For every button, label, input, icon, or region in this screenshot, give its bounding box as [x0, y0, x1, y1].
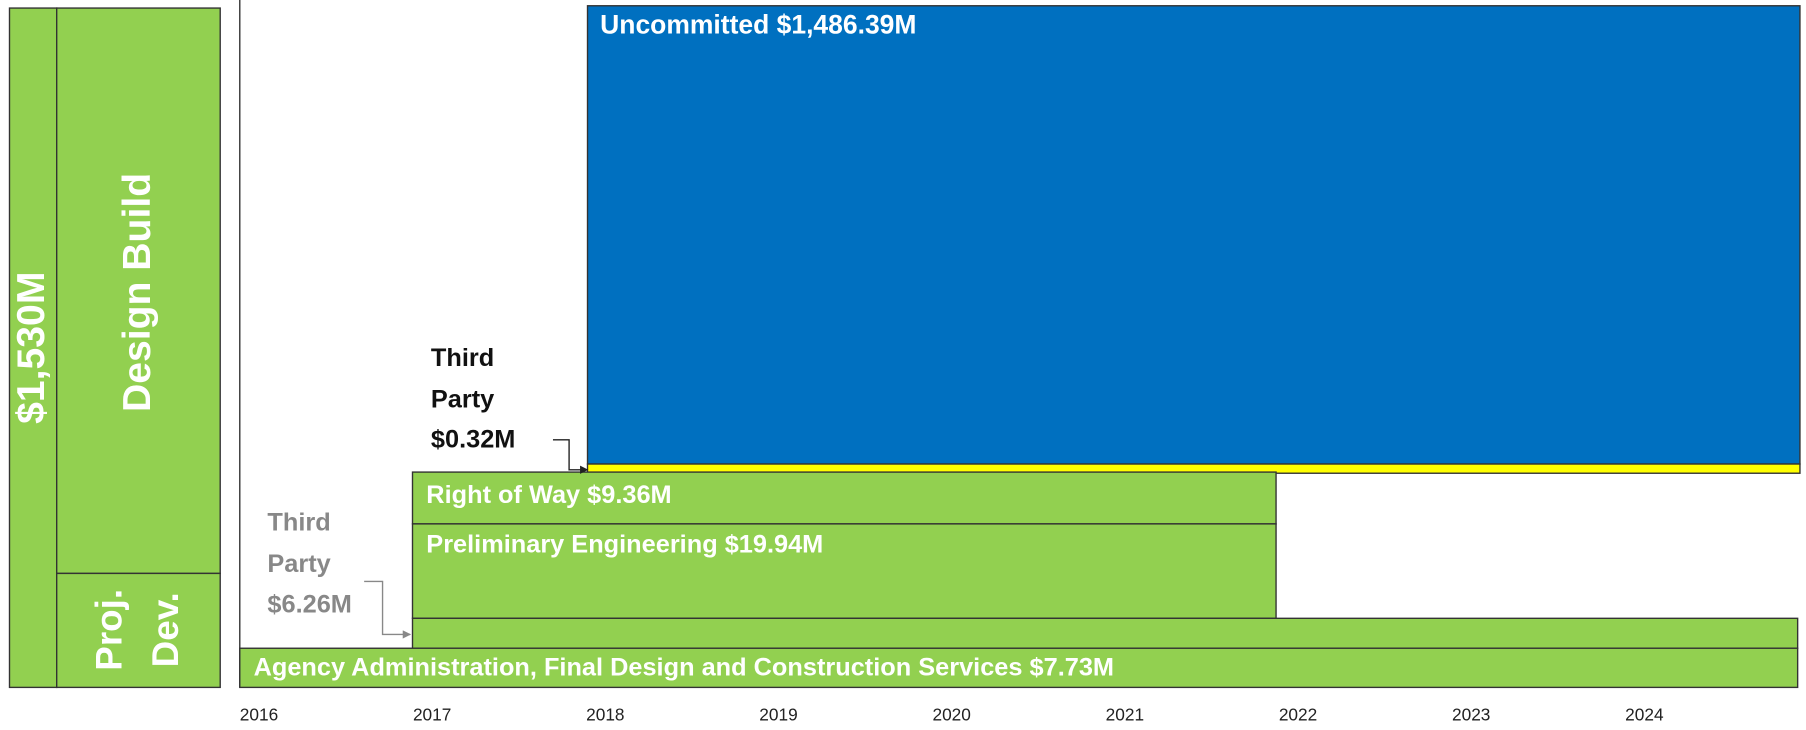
- agency-label: Agency Administration, Final Design and …: [254, 654, 1114, 682]
- uncommitted-label: Uncommitted $1,486.39M: [600, 9, 916, 39]
- proj-dev-label: Dev.: [145, 592, 186, 667]
- agency-block: [239, 647, 1799, 689]
- third-party-bottom-block: [411, 617, 1799, 649]
- year-label: 2021: [1106, 705, 1144, 725]
- callout-text: $0.32M: [431, 426, 515, 454]
- preliminary-engineering-block: [411, 523, 1277, 620]
- year-label: 2023: [1452, 705, 1490, 725]
- callout-text: $6.26M: [267, 590, 351, 618]
- callout-text: Third: [267, 509, 330, 537]
- year-axis: 2016 2017 2018 2019 2020 2021 2022 2023 2024: [240, 705, 1664, 725]
- callout-arrow: [552, 439, 589, 474]
- right-of-way-block: [411, 471, 1277, 525]
- proj-dev-block: [56, 572, 221, 689]
- year-label: 2016: [240, 705, 278, 725]
- design-build-label: Design Build: [116, 173, 159, 412]
- right-of-way-label: Right of Way $9.36M: [426, 481, 671, 509]
- year-label: 2022: [1279, 705, 1317, 725]
- year-label: 2017: [413, 705, 451, 725]
- proj-dev-label: Proj.: [89, 589, 130, 671]
- total-label: $1,530M: [10, 272, 53, 424]
- design-build-block: [56, 7, 221, 575]
- callout-text: Party: [267, 550, 330, 578]
- total-bar: [8, 7, 58, 689]
- callout-text: Party: [431, 385, 494, 413]
- preliminary-engineering-label: Preliminary Engineering $19.94M: [426, 530, 823, 558]
- year-label: 2020: [932, 705, 970, 725]
- year-label: 2018: [586, 705, 624, 725]
- callout-text: Third: [431, 344, 494, 372]
- year-label: 2024: [1625, 705, 1664, 725]
- callout-arrow: [364, 580, 412, 639]
- year-label: 2019: [759, 705, 797, 725]
- uncommitted-block: [586, 5, 1801, 465]
